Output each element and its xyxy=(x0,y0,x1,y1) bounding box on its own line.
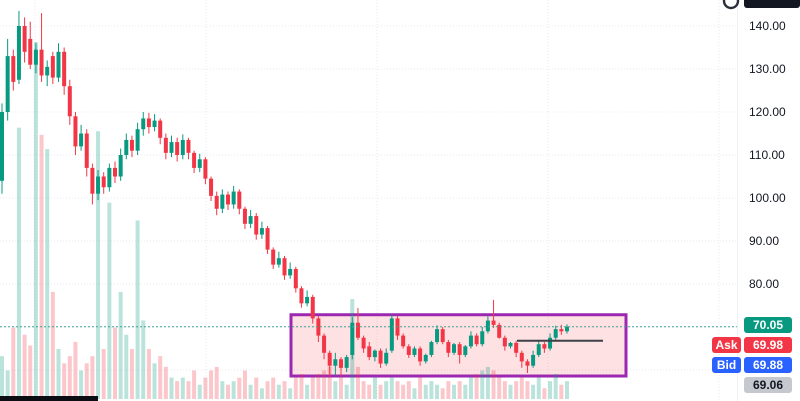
ask-price-badge: 69.98 xyxy=(744,337,792,353)
price-axis-label: 140.00 xyxy=(749,19,786,33)
ask-label-badge: Ask xyxy=(712,337,741,353)
price-axis[interactable]: 140.00 130.00 120.00 110.00 100.00 90.00 80.00 xyxy=(737,0,800,401)
candles-layer xyxy=(0,10,569,377)
price-axis-label: 120.00 xyxy=(749,105,786,119)
price-axis-label: 80.00 xyxy=(749,277,780,291)
bid-label-badge: Bid xyxy=(712,357,741,373)
price-axis-label: 130.00 xyxy=(749,62,786,76)
price-axis-label: 90.00 xyxy=(749,234,780,248)
price-axis-label: 110.00 xyxy=(749,148,785,162)
cropped-circle-icon[interactable] xyxy=(720,0,742,11)
chart-canvas[interactable] xyxy=(0,0,737,401)
prev-close-badge: 69.06 xyxy=(744,377,792,393)
cropped-bottom-bar xyxy=(0,396,98,401)
grid-layer xyxy=(0,0,737,401)
last-price-badge: 70.05 xyxy=(744,317,792,333)
cropped-dark-panel xyxy=(744,0,800,8)
price-axis-label: 100.00 xyxy=(749,191,786,205)
bid-price-badge: 69.88 xyxy=(744,357,792,373)
volume-layer xyxy=(0,42,569,400)
